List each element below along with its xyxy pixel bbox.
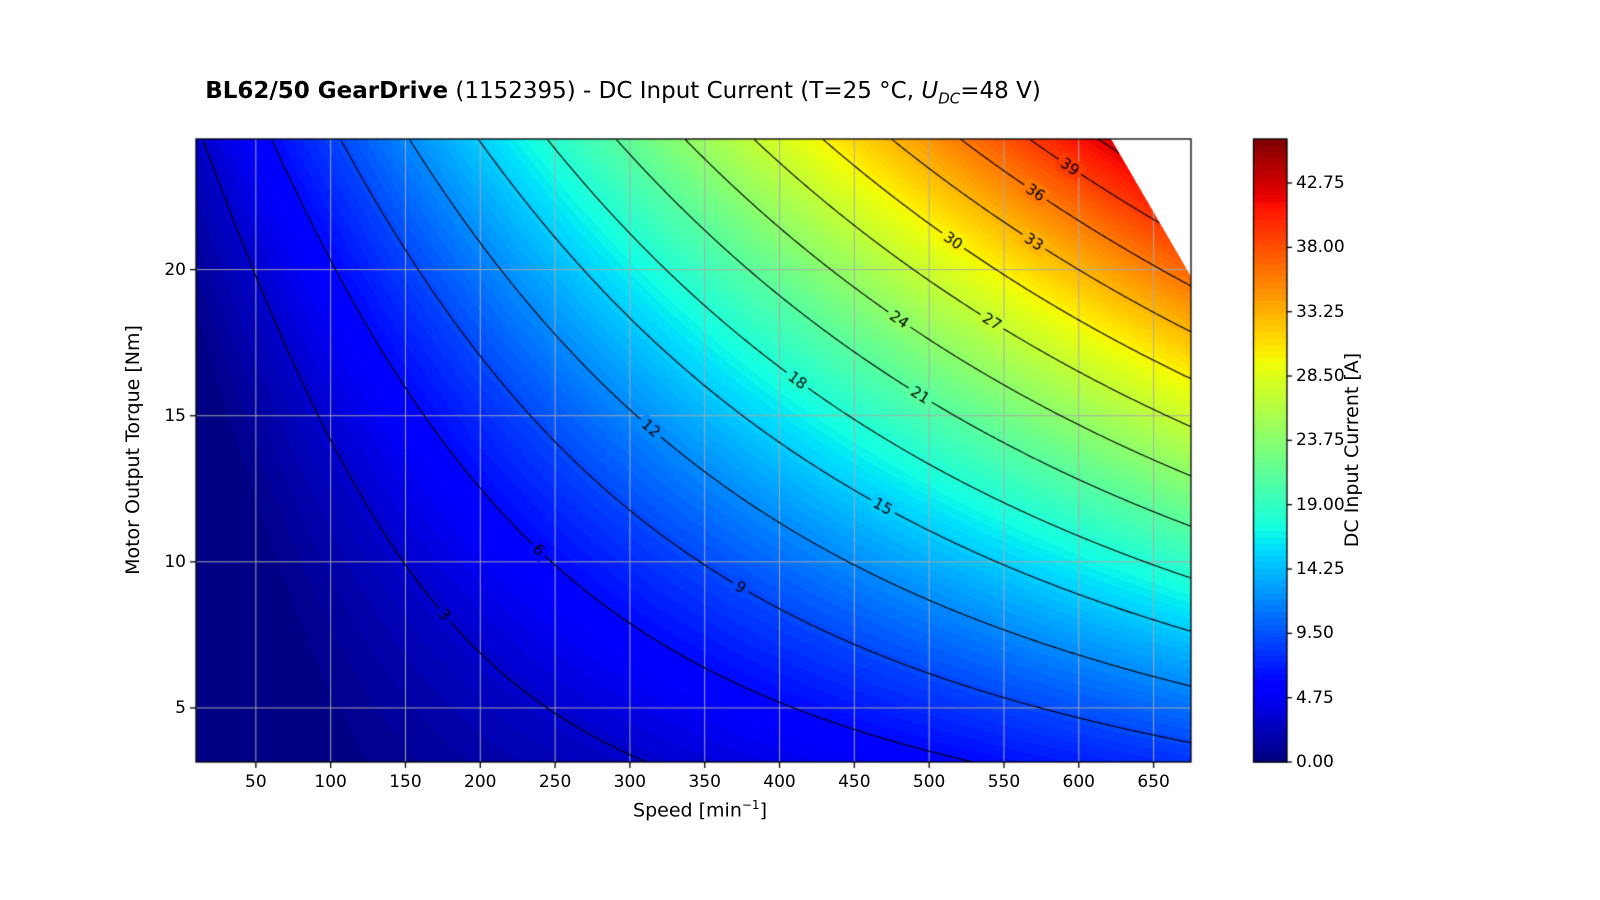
colorbar-tick-label: 4.75 <box>1296 687 1334 708</box>
colorbar-tick-label: 23.75 <box>1296 430 1345 451</box>
x-tick-label: 600 <box>1062 772 1096 792</box>
colorbar-tick-label: 9.50 <box>1296 623 1334 644</box>
x-tick-label: 250 <box>538 772 572 792</box>
colorbar-tick-label: 38.00 <box>1296 237 1345 258</box>
colorbar-tick-label: 14.25 <box>1296 559 1345 579</box>
title-product-name: BL62/50 GearDrive <box>205 78 449 104</box>
colorbar-tick-label: 0.00 <box>1296 752 1334 772</box>
colorbar-tick-label: 33.25 <box>1296 301 1345 322</box>
x-tick-label: 550 <box>987 772 1021 792</box>
x-tick-label: 200 <box>464 772 497 792</box>
x-axis-label: Speed [min−1] <box>633 798 767 822</box>
x-tick-label: 650 <box>1137 772 1170 792</box>
chart-title: BL62/50 GearDrive (1152395) - DC Input C… <box>205 78 1041 108</box>
colorbar-tick-label: 42.75 <box>1296 173 1345 194</box>
x-tick-label: 400 <box>763 772 796 792</box>
title-udc-subscript: DC <box>938 89 961 108</box>
y-tick-label: 15 <box>164 405 186 426</box>
title-text-1: (1152395) - DC Input Current (T=25 °C, <box>448 78 922 104</box>
y-tick-label: 10 <box>164 551 186 572</box>
y-tick-label: 5 <box>175 697 186 718</box>
x-tick-label: 50 <box>245 772 267 792</box>
x-tick-label: 350 <box>688 772 721 792</box>
y-tick-label: 20 <box>164 259 186 280</box>
y-axis-label: Motor Output Torque [Nm] <box>122 325 144 575</box>
x-tick-label: 100 <box>314 772 347 792</box>
x-tick-label: 500 <box>912 772 946 792</box>
x-axis-label-superscript: −1 <box>741 798 760 812</box>
colorbar-tick-label: 28.50 <box>1296 366 1345 386</box>
x-tick-label: 450 <box>838 772 871 792</box>
x-tick-label: 300 <box>613 772 647 792</box>
x-tick-label: 150 <box>389 772 422 792</box>
title-udc-symbol: U <box>921 78 939 104</box>
title-text-2: =48 V) <box>960 78 1041 104</box>
colorbar-tick-label: 19.00 <box>1296 494 1345 515</box>
